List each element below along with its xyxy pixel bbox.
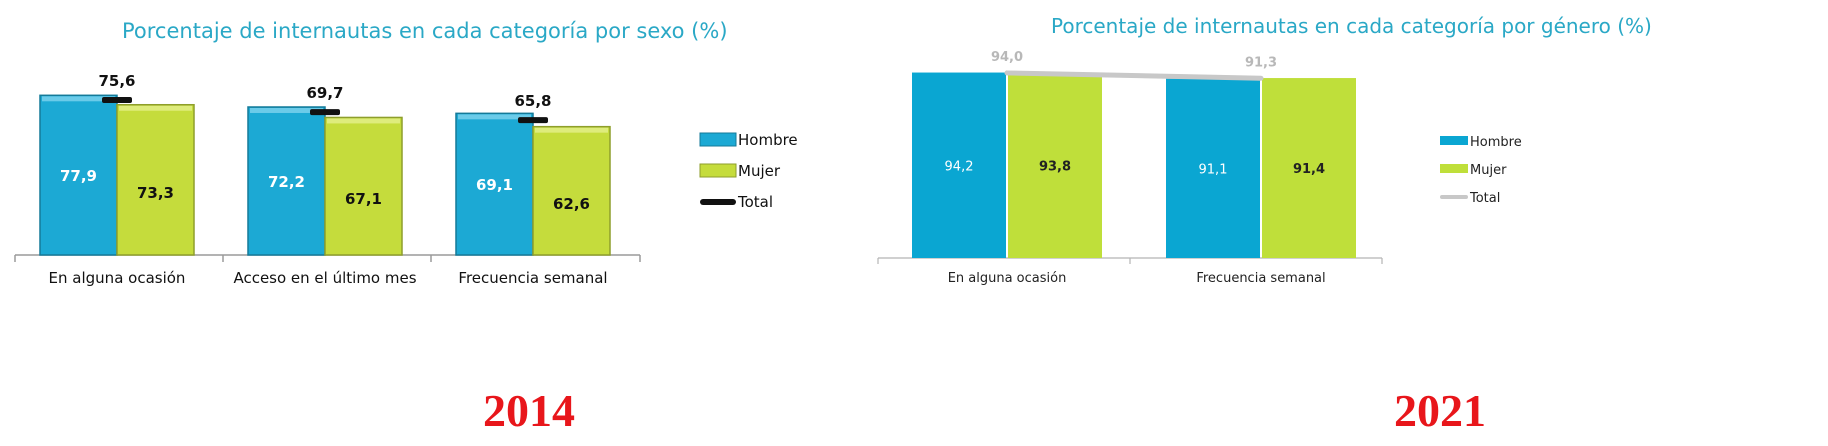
- data-label-mujer: 62,6: [553, 195, 590, 213]
- chart-title: Porcentaje de internautas en cada catego…: [1051, 14, 1652, 38]
- total-line: [1004, 70, 1264, 81]
- bar-mujer: [116, 103, 195, 256]
- legend-swatch-total: [700, 199, 736, 205]
- data-label-mujer: 93,8: [1039, 160, 1071, 175]
- legend-label-hombre: Hombre: [1470, 135, 1522, 150]
- total-marker: [310, 109, 340, 116]
- data-label-total: 65,8: [514, 92, 551, 110]
- legend-label-mujer: Mujer: [1470, 163, 1507, 178]
- bar-hombre: [1166, 78, 1260, 258]
- bar-mujer: [1008, 73, 1102, 258]
- x-tick-label: En alguna ocasión: [49, 269, 186, 287]
- data-label-mujer: 73,3: [137, 184, 174, 202]
- data-label-total: 75,6: [98, 72, 135, 90]
- data-label-total: 94,0: [991, 50, 1023, 65]
- chart-title: Porcentaje de internautas en cada catego…: [122, 19, 728, 43]
- legend-swatch-mujer: [699, 163, 737, 178]
- year-label: 2014: [483, 385, 575, 436]
- data-label-hombre: 72,2: [268, 173, 305, 191]
- data-label-hombre: 69,1: [476, 176, 513, 194]
- legend-swatch-hombre: [1440, 136, 1468, 145]
- chart-panel-2021: Porcentaje de internautas en cada catego…: [877, 0, 1828, 446]
- bar-chart-2014: 77,9 73,3 75,6 En alguna ocasión 72,2 67,1 69,…: [14, 72, 798, 287]
- bar-highlight: [42, 96, 115, 102]
- x-tick-label: Frecuencia semanal: [458, 269, 607, 287]
- bar-hombre: [247, 106, 326, 256]
- bar-hombre: [39, 94, 118, 256]
- legend-swatch-mujer: [1440, 164, 1468, 173]
- legend-swatch-hombre: [699, 132, 737, 147]
- legend-label-total: Total: [737, 193, 773, 211]
- bar-highlight: [250, 107, 323, 113]
- chart-panel-2014: Porcentaje de internautas en cada catego…: [14, 19, 798, 436]
- legend-label-mujer: Mujer: [738, 162, 781, 180]
- bar-mujer: [324, 116, 403, 256]
- data-label-hombre: 94,2: [945, 159, 974, 174]
- legend-swatch-total: [1440, 195, 1468, 199]
- bar-highlight: [327, 118, 400, 124]
- legend-label-hombre: Hombre: [738, 131, 798, 149]
- x-tick-label: Frecuencia semanal: [1196, 271, 1325, 286]
- data-label-mujer: 67,1: [345, 190, 382, 208]
- bar-mujer: [1262, 78, 1356, 259]
- year-label: 2021: [1394, 385, 1486, 436]
- bar-chart-2021: 94,2 93,8 En alguna ocasión 91,1 91,4 Frecuen…: [877, 50, 1522, 286]
- total-marker: [102, 97, 132, 104]
- data-label-hombre: 77,9: [60, 167, 97, 185]
- x-tick-label: Acceso en el último mes: [233, 269, 416, 287]
- legend-label-total: Total: [1469, 191, 1500, 206]
- bar-highlight: [535, 127, 608, 133]
- bar-mujer: [532, 125, 611, 256]
- data-label-hombre: 91,1: [1199, 162, 1228, 177]
- bar-highlight: [458, 114, 531, 120]
- data-label-total: 69,7: [306, 84, 343, 102]
- data-label-total: 91,3: [1245, 55, 1277, 70]
- bar-hombre: [455, 112, 534, 256]
- data-label-mujer: 91,4: [1293, 162, 1325, 177]
- total-marker: [518, 117, 548, 124]
- bar-highlight: [119, 105, 192, 111]
- bar-hombre: [912, 72, 1006, 258]
- x-tick-label: En alguna ocasión: [948, 271, 1067, 286]
